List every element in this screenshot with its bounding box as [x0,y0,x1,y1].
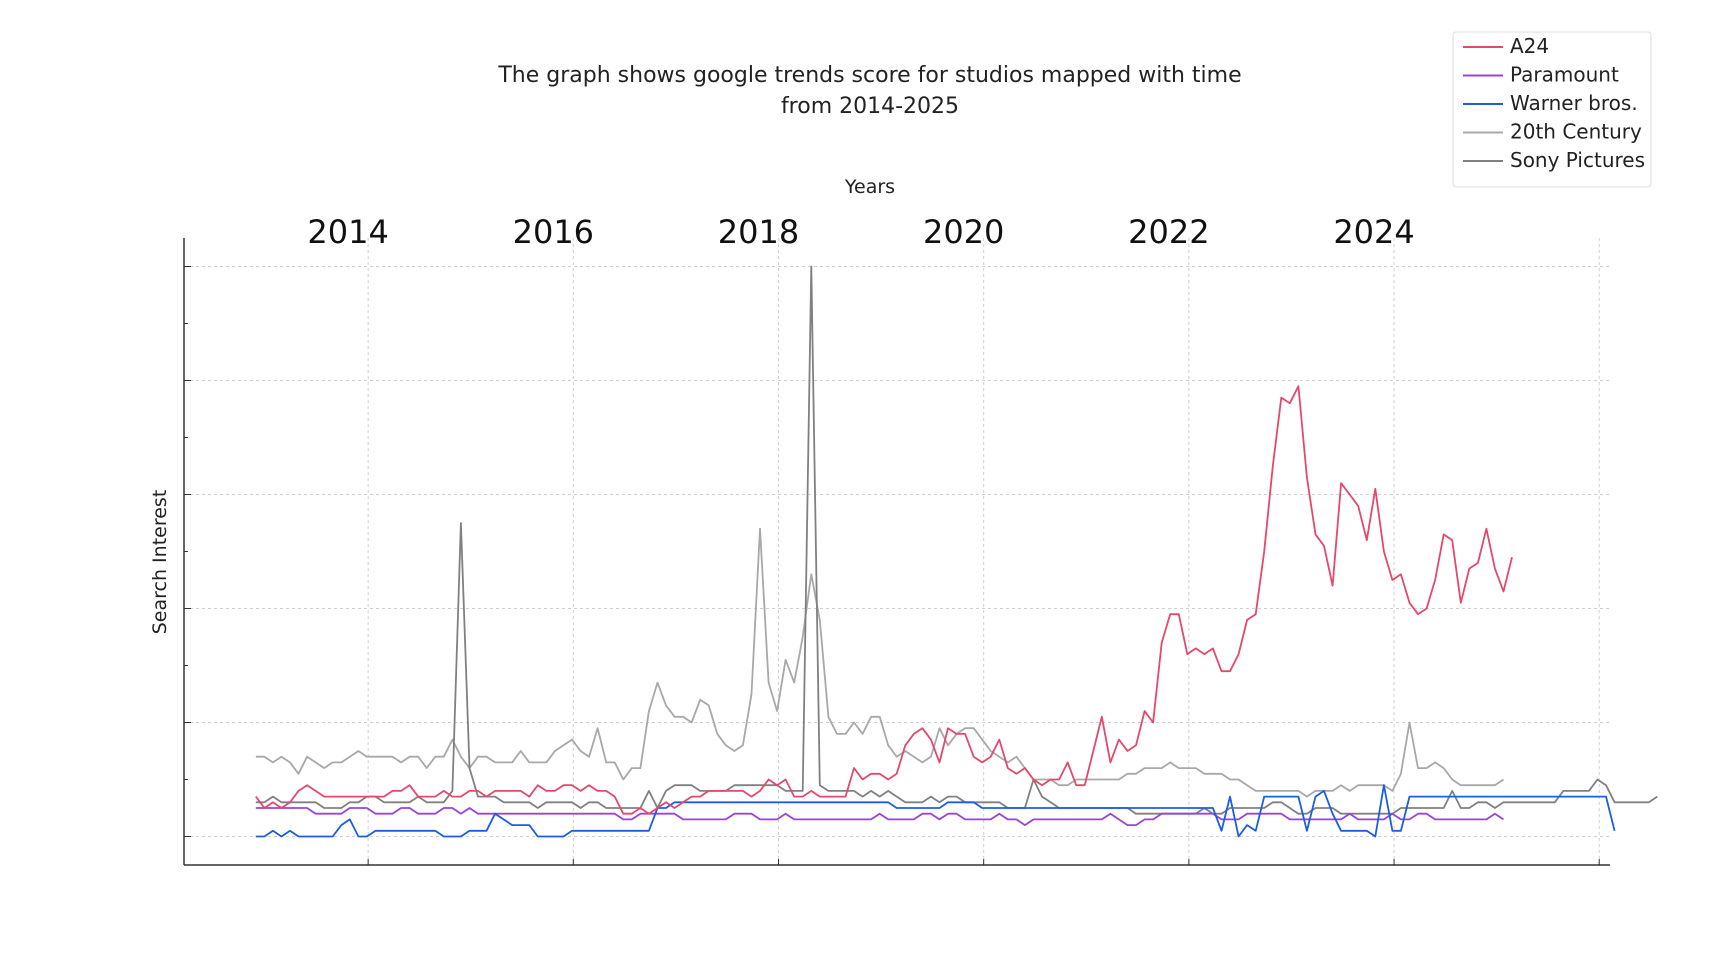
legend-label: Paramount [1510,63,1619,87]
x-tick-label: 2014 [307,213,388,251]
chart-title-line-2: from 2014-2025 [781,94,959,119]
series-line-20th-century [255,527,1504,798]
series-line-a24 [255,385,1513,815]
grid-lines [184,238,1610,865]
y-axis-title: Search Interest [149,490,171,635]
series-line-sony-pictures [255,265,1658,815]
legend-box [1452,31,1652,188]
legend-label: Warner bros. [1510,91,1638,115]
x-axis-title: Years [844,176,895,198]
legend: A24 Paramount Warner bros. 20th Century Sony… [1452,31,1652,188]
x-tick-label: 2020 [923,213,1004,251]
x-tick-labels: 2014 2016 2018 2020 2022 2024 [307,213,1414,251]
series-lines [255,265,1658,838]
x-tick-label: 2024 [1333,213,1414,251]
x-tick-label: 2022 [1128,213,1209,251]
legend-label: A24 [1510,34,1549,58]
series-line-warner-bros [255,784,1616,838]
legend-label: Sony Pictures [1510,148,1645,172]
axis-ticks [184,266,1600,865]
chart-title-line-1: The graph shows google trends score for … [497,63,1241,88]
x-tick-label: 2016 [513,213,594,251]
x-tick-label: 2018 [718,213,799,251]
series-line-paramount [255,807,1504,826]
legend-label: 20th Century [1510,120,1642,144]
